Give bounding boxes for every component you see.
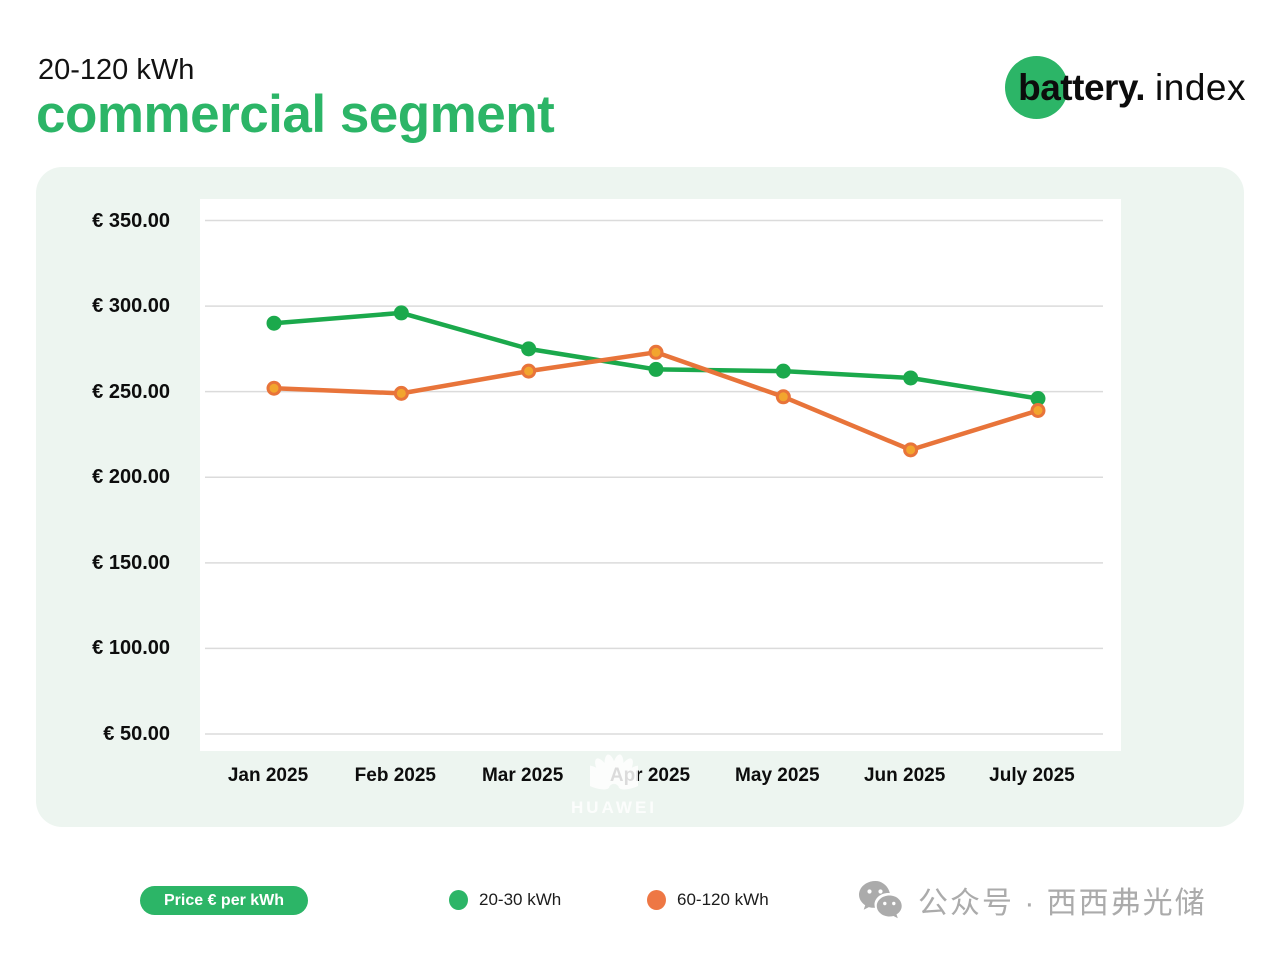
logo-circle <box>1005 56 1069 119</box>
wechat-attribution: 公众号 · 西西弗光储 <box>858 878 1207 922</box>
legend-label: 60-120 kWh <box>677 890 769 909</box>
y-axis-label: € 300.00 <box>92 295 170 318</box>
legend-item-20-30: 20-30 kWh <box>449 890 561 910</box>
data-point-marker <box>775 389 791 405</box>
chart-panel: € 350.00 € 300.00 € 250.00 € 200.00 € 150.00… <box>36 167 1244 827</box>
y-axis-label: € 50.00 <box>103 723 170 745</box>
data-point-marker <box>1030 391 1046 407</box>
y-axis-label: € 150.00 <box>92 551 170 574</box>
wechat-text: 公众号 · 西西弗光储 <box>918 887 1207 920</box>
y-axis-label: € 100.00 <box>92 637 170 660</box>
brand-text-light: index <box>1155 67 1246 108</box>
x-axis-label: Mar 2025 <box>481 765 564 786</box>
y-axis-label: € 250.00 <box>92 380 170 403</box>
x-axis-label: Feb 2025 <box>354 765 436 786</box>
x-axis-label: Jun 2025 <box>863 765 946 786</box>
brand-logo: battery. index <box>1005 56 1246 120</box>
data-point-marker <box>266 380 282 396</box>
x-axis-label: July 2025 <box>989 765 1075 786</box>
data-point-marker <box>903 442 919 458</box>
wechat-icon <box>859 881 902 919</box>
legend-item-60-120: 60-120 kWh <box>647 890 769 910</box>
legend-dot <box>449 890 468 910</box>
y-axis-label: € 350.00 <box>92 209 170 232</box>
x-axis-label: May 2025 <box>735 765 820 786</box>
data-point-marker <box>903 370 919 386</box>
chart-svg <box>205 219 1103 735</box>
data-point-marker <box>266 315 282 331</box>
x-axis-label: Apr 2025 <box>609 765 691 786</box>
y-axis-label: € 200.00 <box>92 466 170 489</box>
watermark-text: HUAWEI <box>571 798 657 817</box>
data-point-marker <box>393 385 409 401</box>
plot-area: € 350.00 € 300.00 € 250.00 € 200.00 € 150.00… <box>92 199 1121 786</box>
data-point-marker <box>648 361 664 377</box>
x-axis-label: Jan 2025 <box>227 765 309 786</box>
data-point-marker <box>648 344 664 360</box>
legend-dot <box>647 890 666 910</box>
page-title: commercial segment <box>36 85 555 144</box>
data-point-marker <box>521 341 537 357</box>
price-axis-pill: Price € per kWh <box>140 886 309 915</box>
data-point-marker <box>775 363 791 379</box>
data-point-marker <box>393 305 409 321</box>
data-point-marker <box>521 363 537 379</box>
legend-label: 20-30 kWh <box>479 890 562 909</box>
data-point-marker <box>1030 402 1046 418</box>
range-subtitle: 20-120 kWh <box>38 54 195 86</box>
brand-text-bold: battery. <box>1018 67 1146 108</box>
